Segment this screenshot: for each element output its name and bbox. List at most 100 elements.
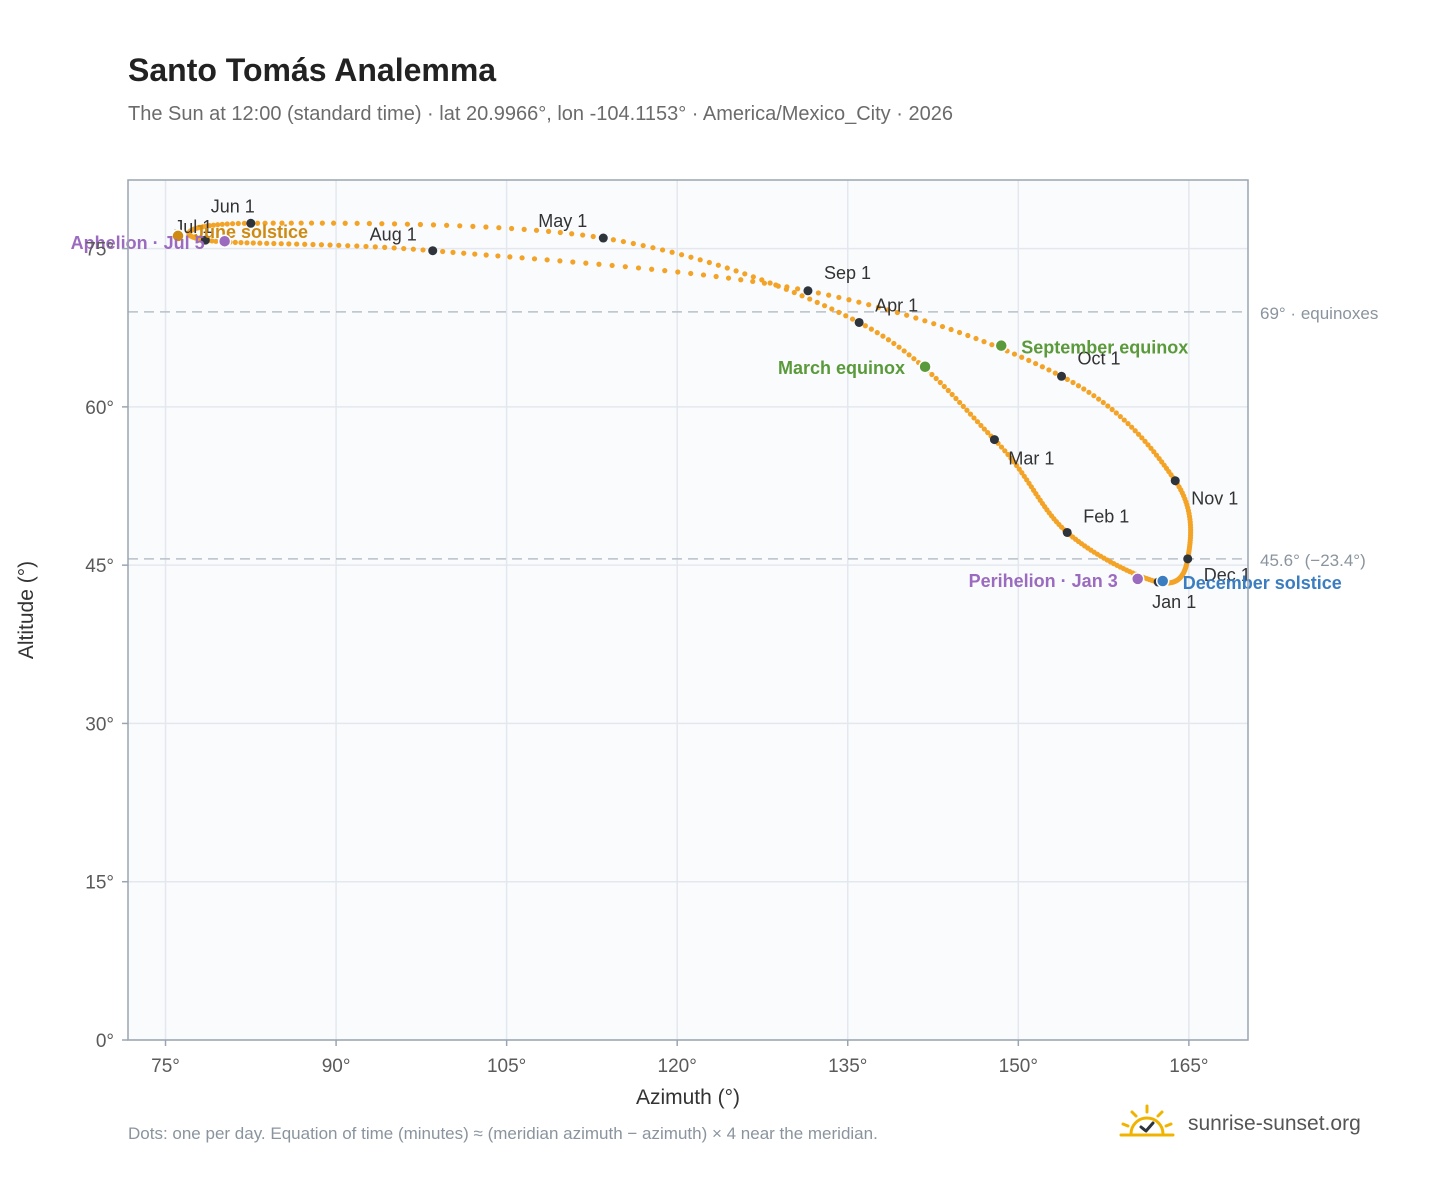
daily-dot	[470, 223, 476, 229]
daily-dot	[1121, 417, 1127, 423]
daily-dot	[650, 245, 656, 251]
daily-dot	[1039, 364, 1045, 370]
daily-dot	[885, 307, 891, 313]
chart-title: Santo Tomás Analemma	[128, 52, 497, 88]
daily-dot	[973, 335, 979, 342]
month-label: Jun 1	[211, 196, 255, 216]
daily-dot	[410, 246, 416, 252]
event-label: September equinox	[1021, 338, 1188, 358]
month-label: Jan 1	[1152, 592, 1196, 612]
daily-dot	[885, 337, 892, 343]
daily-dot	[843, 313, 849, 319]
month-label: Aug 1	[370, 225, 417, 245]
daily-dot	[957, 399, 963, 406]
daily-dot	[784, 284, 790, 290]
daily-dot	[989, 342, 995, 348]
daily-dot	[496, 225, 502, 231]
daily-dot	[630, 240, 636, 247]
daily-dot	[939, 323, 946, 330]
month-label: May 1	[538, 211, 587, 231]
daily-dot	[1002, 448, 1008, 454]
daily-dot	[697, 257, 703, 263]
daily-dot	[1129, 424, 1135, 430]
brand[interactable]: sunrise-sunset.org	[1118, 1104, 1361, 1143]
daily-dot	[931, 321, 937, 327]
daily-dot	[609, 262, 615, 269]
daily-dot	[640, 242, 646, 249]
daily-dot	[978, 422, 984, 429]
daily-dot	[583, 260, 589, 266]
daily-dot	[336, 242, 342, 248]
x-tick-label: 150°	[999, 1056, 1038, 1077]
daily-dot	[1125, 421, 1131, 427]
daily-dot	[945, 387, 951, 394]
month-label: Nov 1	[1191, 489, 1238, 509]
daily-dot	[1070, 379, 1076, 386]
daily-dot	[401, 245, 407, 252]
daily-dot	[662, 268, 668, 274]
daily-dot	[937, 379, 943, 386]
event-label: Perihelion · Jan 3	[969, 571, 1118, 591]
month-dot	[803, 286, 813, 296]
daily-dot	[933, 375, 939, 382]
daily-dot	[929, 371, 935, 378]
daily-dot	[521, 226, 527, 232]
daily-dot	[279, 220, 285, 226]
month-dot	[1170, 476, 1180, 486]
event-markers: March equinox September equinox June solst…	[71, 222, 1342, 593]
month-label: Mar 1	[1008, 449, 1054, 469]
daily-dot	[1109, 406, 1115, 413]
daily-dot	[354, 243, 360, 249]
daily-dot	[232, 239, 238, 245]
daily-dot	[250, 240, 256, 246]
chart-subtitle: The Sun at 12:00 (standard time) · lat 2…	[128, 103, 953, 125]
daily-dot	[472, 251, 478, 257]
daily-dot	[1142, 438, 1148, 444]
plot-area	[128, 180, 1248, 1040]
daily-dot	[298, 220, 304, 226]
event-label: Aphelion · Jul 5	[71, 233, 205, 253]
daily-dot	[868, 326, 874, 332]
event-label: December solstice	[1183, 573, 1342, 593]
month-dot	[989, 435, 999, 445]
daily-dot	[610, 237, 616, 243]
daily-dot	[622, 264, 628, 270]
daily-dot	[964, 407, 970, 413]
daily-dot	[1033, 360, 1039, 367]
daily-dot	[922, 318, 928, 324]
daily-dot	[960, 403, 966, 409]
daily-dot	[1019, 470, 1025, 476]
daily-dot	[635, 265, 642, 271]
brand-name[interactable]: sunrise-sunset.org	[1188, 1111, 1361, 1135]
month-label: Apr 1	[875, 295, 918, 315]
footnote: Dots: one per day. Equation of time (min…	[128, 1124, 878, 1143]
daily-dot	[219, 221, 225, 227]
daily-dot	[807, 296, 813, 302]
daily-dot	[404, 221, 411, 227]
event-dot	[1155, 574, 1170, 588]
month-dot	[1062, 527, 1072, 537]
daily-dot	[354, 220, 360, 226]
daily-dot	[971, 415, 977, 421]
daily-dot	[1100, 399, 1106, 406]
daily-dot	[391, 221, 398, 227]
daily-dot	[244, 240, 250, 246]
daily-dot	[875, 304, 881, 310]
daily-dot	[379, 221, 385, 227]
daily-dot	[327, 242, 333, 248]
daily-dot	[372, 244, 378, 250]
daily-dot	[286, 241, 292, 247]
daily-dot	[213, 238, 219, 244]
daily-dot	[366, 220, 372, 227]
month-label: Jul 1	[174, 217, 212, 237]
daily-dot	[620, 238, 627, 245]
daily-dot	[210, 222, 217, 228]
month-label: Oct 1	[1078, 348, 1121, 368]
daily-dot	[590, 233, 596, 240]
daily-dot	[1135, 431, 1142, 437]
daily-dot	[874, 330, 880, 336]
daily-dot	[495, 253, 501, 259]
daily-dot	[913, 315, 919, 321]
